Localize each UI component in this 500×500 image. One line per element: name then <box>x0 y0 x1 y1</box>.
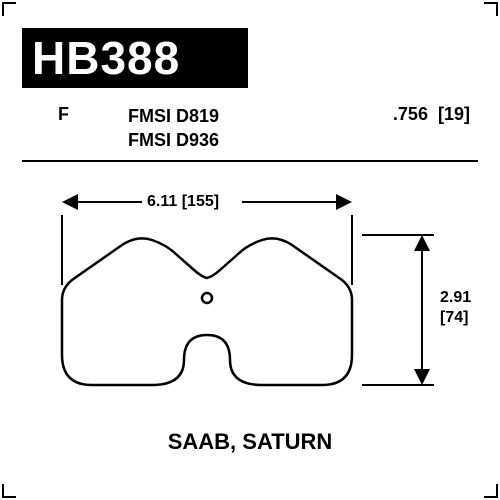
vehicle-fitment: SAAB, SATURN <box>22 429 478 455</box>
pad-outline <box>62 238 352 385</box>
fmsi-line: FMSI D936 <box>128 128 219 152</box>
height-label-mm: [74] <box>440 309 468 326</box>
corner-marker <box>484 484 498 498</box>
divider-line <box>22 160 478 162</box>
corner-marker <box>484 2 498 16</box>
height-label-in: 2.91 <box>440 289 471 306</box>
thickness-spec: .756 [19] <box>393 104 470 125</box>
compound-code: F <box>58 104 69 125</box>
corner-marker <box>2 2 16 16</box>
spec-sheet: HB388 F FMSI D819 FMSI D936 .756 [19] <box>0 0 500 500</box>
fmsi-codes: FMSI D819 FMSI D936 <box>128 104 219 152</box>
corner-marker <box>2 484 16 498</box>
part-number-title: HB388 <box>22 28 248 88</box>
fmsi-line: FMSI D819 <box>128 104 219 128</box>
technical-drawing: 6.11 [155] 2.91 [74] <box>22 170 478 430</box>
width-label: 6.11 [155] <box>147 193 219 210</box>
locator-hole <box>202 293 212 303</box>
